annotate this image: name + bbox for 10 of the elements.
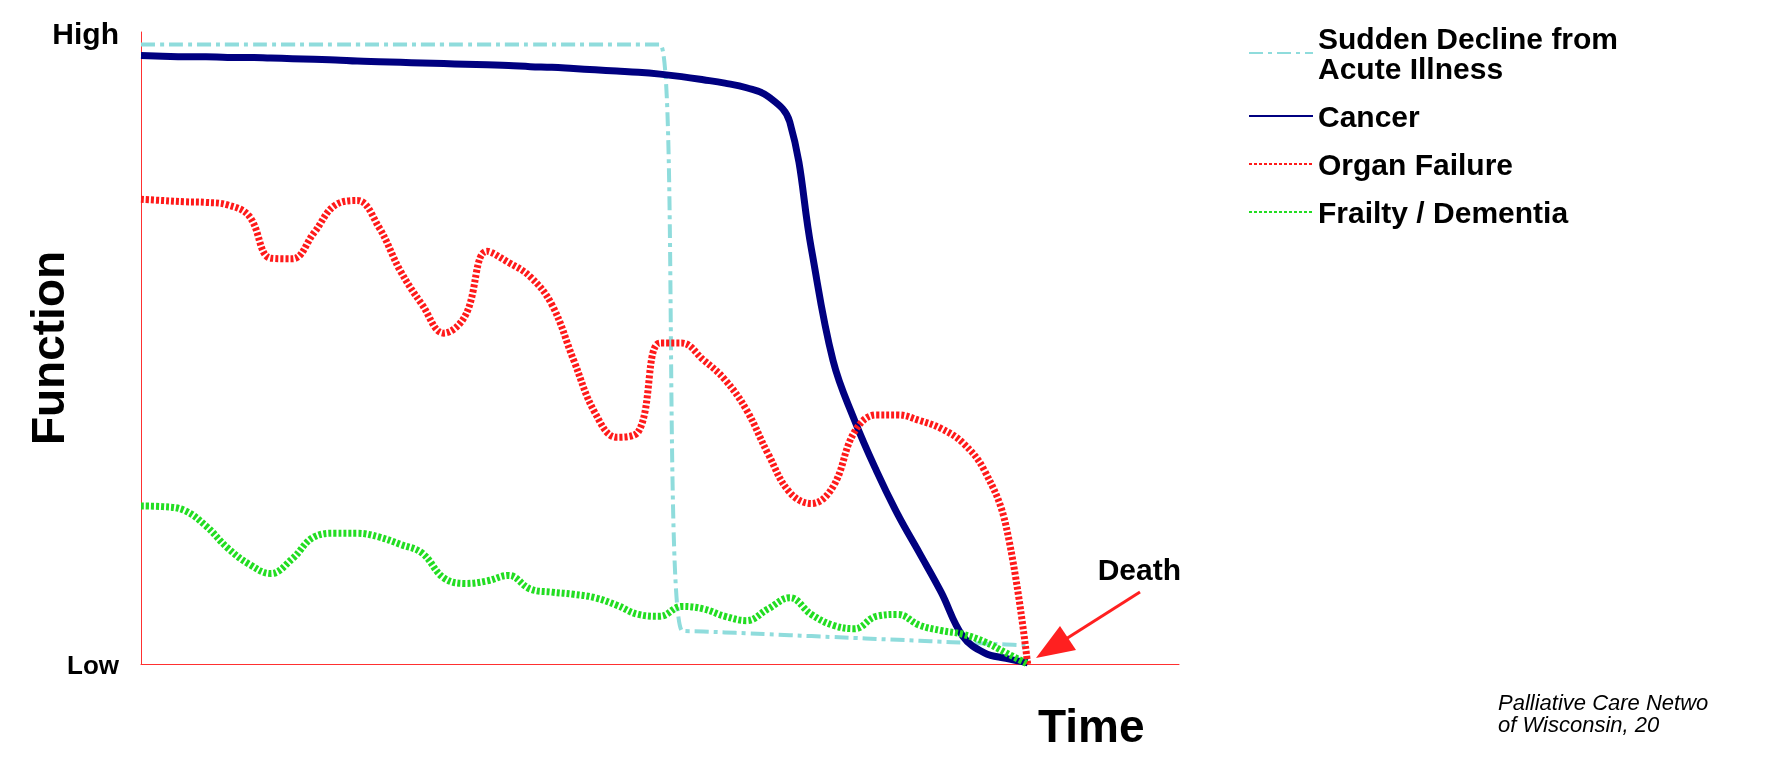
annotation: Death (1097, 552, 1181, 586)
text: Low (67, 650, 120, 680)
legend-label: Organ Failure (1318, 147, 1514, 181)
y-axis-title: Function (22, 250, 74, 446)
text: High (52, 16, 120, 50)
legend-label: Cancer (1318, 99, 1421, 133)
legend-label: Sudden Decline from Acute Illness (1318, 21, 1627, 85)
legend-label: Frailty / Dementia (1318, 195, 1569, 229)
x-axis-title: Time (1038, 700, 1145, 752)
text: Palliative Care Netwo of Wisconsin, 20 (1498, 689, 1709, 737)
